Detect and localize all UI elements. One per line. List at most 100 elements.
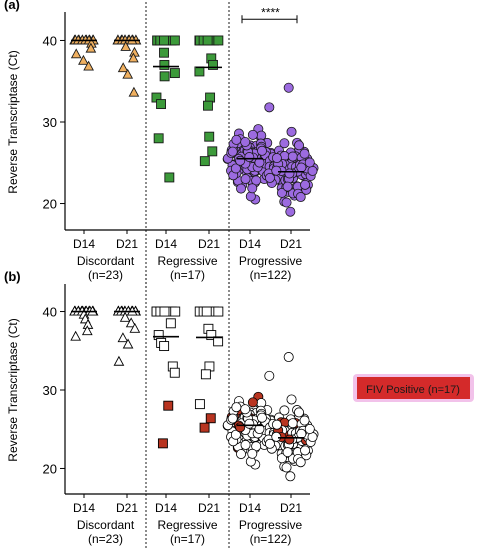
data-point <box>213 35 224 46</box>
data-point <box>264 102 275 113</box>
y-tick-label: 40 <box>43 33 57 48</box>
data-point <box>271 153 282 164</box>
data-point <box>294 140 305 151</box>
data-point <box>283 82 294 93</box>
data-point <box>264 438 275 449</box>
data-point <box>78 54 89 65</box>
data-point-fiv <box>284 434 295 445</box>
data-point <box>247 183 258 194</box>
data-point <box>125 317 137 328</box>
data-point <box>153 133 164 144</box>
data-point <box>271 165 282 176</box>
data-point <box>281 462 292 473</box>
data-point <box>230 429 241 440</box>
data-point <box>231 402 242 413</box>
y-tick-label: 30 <box>43 115 57 130</box>
group-label: Discordant <box>77 518 135 532</box>
data-point <box>207 146 218 157</box>
data-point <box>264 370 275 381</box>
data-point <box>200 369 211 380</box>
data-point <box>159 59 170 70</box>
group-label: (n=23) <box>88 268 123 282</box>
data-point <box>120 41 132 51</box>
data-point <box>282 447 293 458</box>
data-point <box>287 418 298 429</box>
x-tick-label: D14 <box>155 237 177 251</box>
data-point <box>254 424 265 435</box>
data-point <box>236 449 247 460</box>
data-point <box>83 60 94 71</box>
data-point <box>199 156 210 167</box>
data-point <box>296 162 307 173</box>
data-point <box>240 404 251 415</box>
group-label: Regressive <box>157 518 217 532</box>
y-tick-label: 30 <box>43 383 57 398</box>
x-tick-label: D21 <box>116 501 138 515</box>
x-tick-label: D21 <box>280 501 302 515</box>
data-point <box>169 35 180 46</box>
data-point <box>164 172 175 183</box>
data-point <box>194 399 205 410</box>
group-label: (n=17) <box>170 268 205 282</box>
data-point <box>194 66 205 77</box>
data-point <box>304 423 315 434</box>
data-point <box>279 138 290 149</box>
data-point <box>287 151 298 162</box>
data-point <box>122 338 134 349</box>
legend-box <box>357 377 470 399</box>
y-axis-label: Reverse Transcriptase (Ct) <box>6 318 20 461</box>
y-axis-label: Reverse Transcriptase (Ct) <box>6 50 20 193</box>
data-point <box>245 191 256 202</box>
data-point-fiv <box>247 397 258 408</box>
y-tick-label: 20 <box>43 197 57 212</box>
x-tick-label: D14 <box>155 501 177 515</box>
data-point <box>81 325 93 336</box>
data-point <box>300 445 311 456</box>
data-point <box>231 134 242 145</box>
data-point <box>294 407 305 418</box>
data-point <box>227 146 238 157</box>
x-tick-label: D14 <box>73 237 95 251</box>
group-label: (n=122) <box>250 532 292 546</box>
data-point-fiv <box>205 413 216 424</box>
data-point <box>129 322 141 333</box>
data-point <box>122 68 134 79</box>
x-tick-label: D21 <box>116 237 138 251</box>
data-point-fiv <box>235 422 246 433</box>
data-point <box>203 100 213 111</box>
data-point <box>244 418 255 429</box>
data-point <box>257 412 268 423</box>
data-point-fiv <box>163 400 174 411</box>
group-label: (n=122) <box>250 268 292 282</box>
x-tick-label: D21 <box>198 237 220 251</box>
data-point <box>159 47 169 58</box>
data-point <box>70 330 82 341</box>
group-label: Progressive <box>239 254 303 268</box>
data-point <box>159 35 170 46</box>
data-point <box>240 137 251 148</box>
data-point <box>170 306 181 317</box>
data-point <box>236 183 247 194</box>
data-point <box>247 448 258 459</box>
data-point <box>279 405 290 416</box>
data-point <box>296 428 307 439</box>
legend-label: FIV Positive (n=17) <box>366 384 460 396</box>
data-point <box>169 367 180 378</box>
data-point <box>285 206 296 217</box>
data-point <box>283 352 294 363</box>
panel-a: (a) 20 30 40 Reverse Transcriptase (Ct) D14 D2… <box>4 0 319 288</box>
data-point <box>204 131 215 142</box>
panel-label: (b) <box>4 269 21 284</box>
data-point <box>304 157 315 168</box>
group-label: Regressive <box>157 254 217 268</box>
data-point <box>299 148 310 159</box>
data-point <box>286 126 297 137</box>
data-point <box>299 415 310 426</box>
data-point <box>230 163 241 174</box>
data-point <box>282 181 293 192</box>
data-point <box>251 175 262 186</box>
data-point <box>159 71 170 82</box>
data-point <box>284 168 295 179</box>
data-point <box>208 59 218 70</box>
